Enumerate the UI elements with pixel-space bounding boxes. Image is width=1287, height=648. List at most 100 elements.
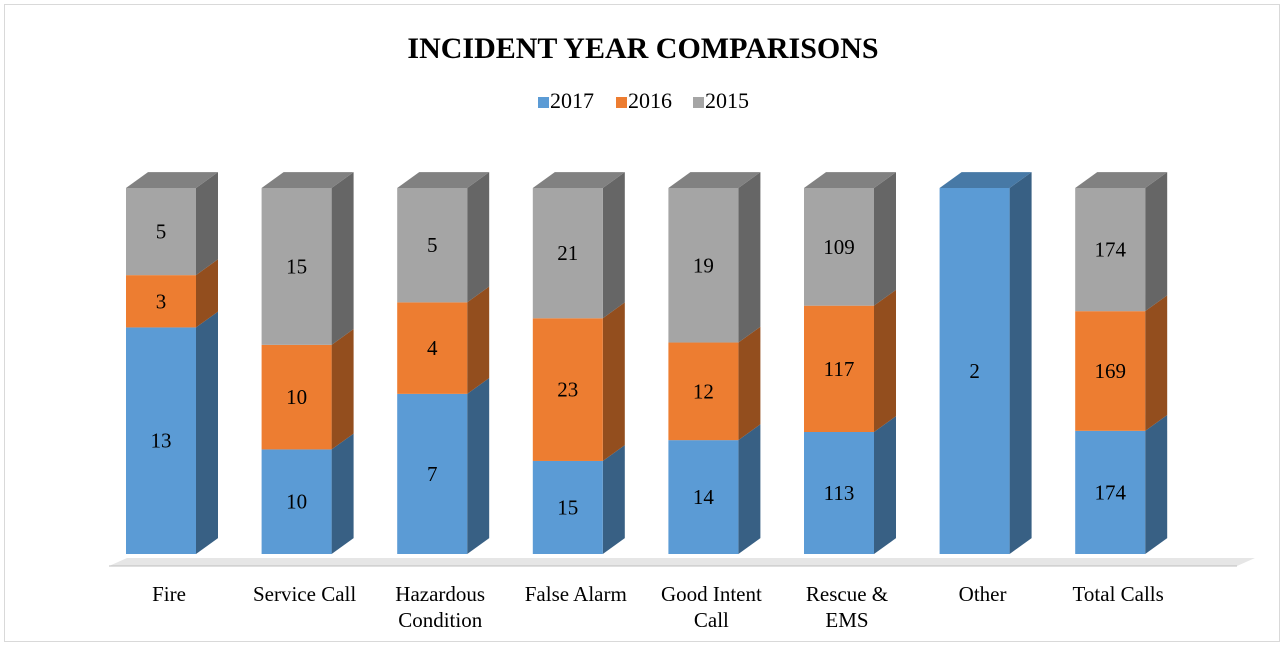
data-label: 174: [1094, 238, 1126, 262]
bar-top-2015: [668, 172, 761, 188]
data-label: 10: [286, 385, 307, 409]
bars: 13 3 5 10 10 15 7 4 5 15 23 21 14 12 19 113 117 109 2 174 16…: [126, 172, 1168, 554]
category-label: Other: [959, 582, 1007, 606]
data-label: 10: [286, 490, 307, 514]
bar-segment-2015: [1075, 188, 1146, 312]
bar-segment-2017: [532, 460, 603, 554]
bar-side-2017: [738, 424, 761, 554]
bar-top-2015: [397, 172, 490, 188]
bar-segment-2016: [126, 275, 196, 328]
bar-segment-2016: [397, 302, 468, 394]
bar-side-2017: [1145, 414, 1168, 554]
data-label: 12: [693, 379, 714, 403]
data-label: 117: [824, 357, 855, 381]
bar-side-2017: [1009, 172, 1032, 554]
data-label: 14: [693, 485, 715, 509]
bar-group: 15 23 21: [532, 172, 625, 554]
data-label: 5: [427, 233, 438, 257]
bar-side-2015: [602, 172, 625, 319]
bar-side-2017: [196, 311, 218, 554]
data-label: 2: [969, 359, 980, 383]
bar-segment-2017: [261, 449, 332, 554]
bar-segment-2015: [397, 188, 468, 303]
bar-segment-2017: [126, 327, 196, 554]
bar-group: 13 3 5: [126, 172, 218, 554]
data-label: 113: [824, 481, 855, 505]
bar-side-2015: [196, 172, 218, 276]
bar-segment-2016: [261, 344, 332, 450]
category-labels: Fire Service Call Hazardous Condition False …: [152, 582, 1164, 632]
legend-swatch-2017: [538, 97, 549, 108]
bar-side-2016: [738, 326, 761, 441]
data-label: 5: [156, 220, 167, 244]
data-label: 3: [156, 289, 167, 313]
bar-group: 14 12 19: [668, 172, 761, 554]
category-label: Hazardous Condition: [395, 582, 485, 632]
bar-segment-2016: [1075, 311, 1146, 431]
bar-group: 10 10 15: [261, 172, 354, 554]
bar-segment-2015: [804, 188, 874, 306]
bar-group: 174 169 174: [1075, 172, 1168, 554]
chart-frame: INCIDENT YEAR COMPARISONS 2017 2016 2015 1…: [4, 4, 1280, 642]
bar-segment-2016: [532, 318, 603, 461]
bar-segment-2017: [804, 432, 874, 554]
data-label: 21: [557, 241, 578, 265]
bar-side-2015: [1145, 172, 1168, 312]
legend-label-2017: 2017: [550, 88, 594, 113]
category-label: False Alarm: [525, 582, 627, 606]
legend-swatch-2015: [693, 97, 704, 108]
bar-top-2015: [532, 172, 625, 188]
bar-side-2017: [331, 433, 354, 554]
legend-label-2016: 2016: [628, 88, 672, 113]
data-label: 4: [427, 336, 438, 360]
bar-side-2017: [874, 416, 896, 554]
bar-segment-2015: [668, 188, 739, 343]
bar-segment-2017: [668, 440, 739, 554]
bar-segment-2017: [397, 393, 468, 554]
bar-side-2017: [467, 378, 490, 554]
chart-floor: [109, 558, 1255, 567]
category-label: Good Intent Call: [661, 582, 762, 632]
data-label: 19: [693, 253, 714, 277]
bar-segment-2017: [1075, 430, 1146, 554]
bar-top-2015: [1075, 172, 1168, 188]
category-label: Rescue & EMS: [806, 582, 888, 632]
data-label: 15: [286, 254, 307, 278]
data-label: 13: [151, 429, 172, 453]
bar-top-2015: [126, 172, 218, 188]
data-label: 109: [823, 235, 855, 259]
bar-side-2016: [602, 302, 625, 461]
legend-label-2015: 2015: [705, 88, 749, 113]
bar-side-2016: [874, 289, 896, 432]
bar-group: 2: [939, 172, 1032, 554]
bar-side-2016: [196, 259, 218, 328]
bar-top-2017: [939, 172, 1032, 188]
category-label: Fire: [152, 582, 186, 606]
bar-group: 113 117 109: [804, 172, 896, 554]
bar-segment-2017: [939, 188, 1010, 554]
bar-group: 7 4 5: [397, 172, 490, 554]
data-label: 174: [1094, 480, 1126, 504]
bar-side-2016: [467, 286, 490, 394]
chart-title: INCIDENT YEAR COMPARISONS: [407, 32, 878, 65]
data-label: 169: [1094, 359, 1126, 383]
bar-segment-2016: [804, 305, 874, 432]
bar-top-2015: [804, 172, 896, 188]
bar-side-2016: [1145, 295, 1168, 431]
bar-top-2015: [261, 172, 354, 188]
bar-side-2017: [602, 445, 625, 554]
bar-segment-2015: [532, 188, 603, 319]
legend-swatch-2016: [616, 97, 627, 108]
data-label: 23: [557, 378, 578, 402]
category-label: Service Call: [253, 582, 356, 606]
bar-segment-2015: [126, 188, 196, 276]
data-label: 15: [557, 495, 578, 519]
bar-side-2016: [331, 329, 354, 450]
chart-svg: INCIDENT YEAR COMPARISONS 2017 2016 2015 1…: [109, 32, 1255, 632]
bar-side-2015: [738, 172, 761, 343]
bar-side-2015: [331, 172, 354, 345]
bar-side-2015: [467, 172, 490, 303]
bar-segment-2015: [261, 188, 332, 345]
data-label: 7: [427, 462, 438, 486]
bar-segment-2016: [668, 342, 739, 441]
